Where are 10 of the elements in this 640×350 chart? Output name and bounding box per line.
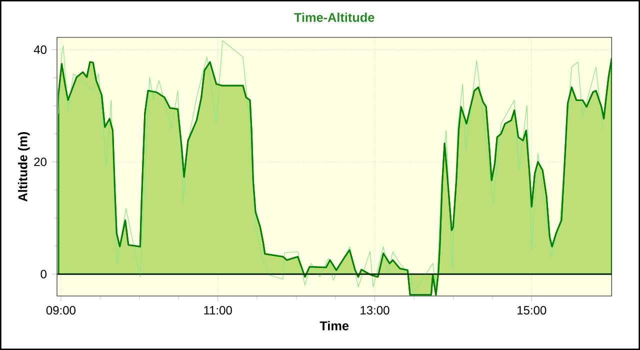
x-tick-label: 13:00 xyxy=(360,306,390,315)
y-tick-label: 40 xyxy=(34,45,46,54)
x-tick-label: 09:00 xyxy=(46,306,76,315)
y-tick-label: 20 xyxy=(34,158,46,166)
x-axis-title: Time xyxy=(320,321,349,330)
y-tick-label: 0 xyxy=(40,270,47,278)
x-tick-label: 15:00 xyxy=(518,306,546,315)
y-axis-title: Altitude (m) xyxy=(18,132,30,202)
chart-title: Time-Altitude xyxy=(294,12,374,22)
x-tick-label: 11:00 xyxy=(204,306,232,315)
